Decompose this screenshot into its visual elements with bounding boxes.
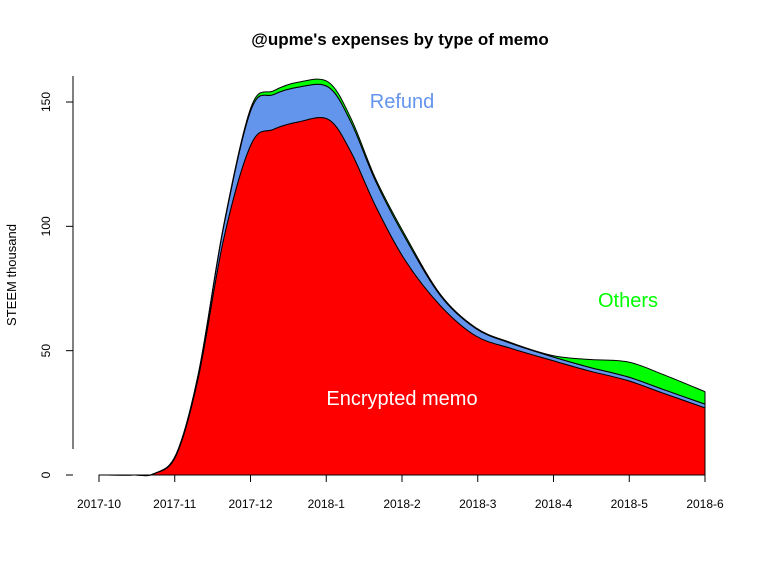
y-axis-label: STEEM thousand [4, 224, 19, 326]
annotations: Refund Others Encrypted memo [326, 91, 658, 410]
x-ticks: 2017-10 2017-11 2017-12 2018-1 2018-2 2018-3 2… [77, 475, 724, 511]
stacked-areas [98, 78, 706, 477]
x-tick-label: 2018-6 [686, 497, 724, 511]
x-tick-label: 2018-1 [308, 497, 346, 511]
y-tick-label: 150 [39, 92, 53, 112]
y-ticks: 0 50 100 150 [39, 92, 73, 478]
x-tick-label: 2018-4 [535, 497, 573, 511]
annotation-refund: Refund [370, 91, 435, 113]
annotation-others: Others [598, 290, 658, 312]
annotation-encrypted-memo: Encrypted memo [326, 388, 477, 410]
x-tick-label: 2018-5 [611, 497, 649, 511]
y-tick-label: 100 [39, 216, 53, 236]
y-tick-label: 50 [39, 344, 53, 358]
x-tick-label: 2018-2 [383, 497, 421, 511]
x-tick-label: 2017-12 [228, 497, 272, 511]
x-tick-label: 2017-10 [77, 497, 121, 511]
y-tick-label: 0 [39, 471, 53, 478]
x-tick-label: 2018-3 [459, 497, 497, 511]
area-others [98, 78, 706, 477]
chart-title: @upme's expenses by type of memo [251, 30, 548, 49]
x-tick-label: 2017-11 [153, 497, 196, 511]
